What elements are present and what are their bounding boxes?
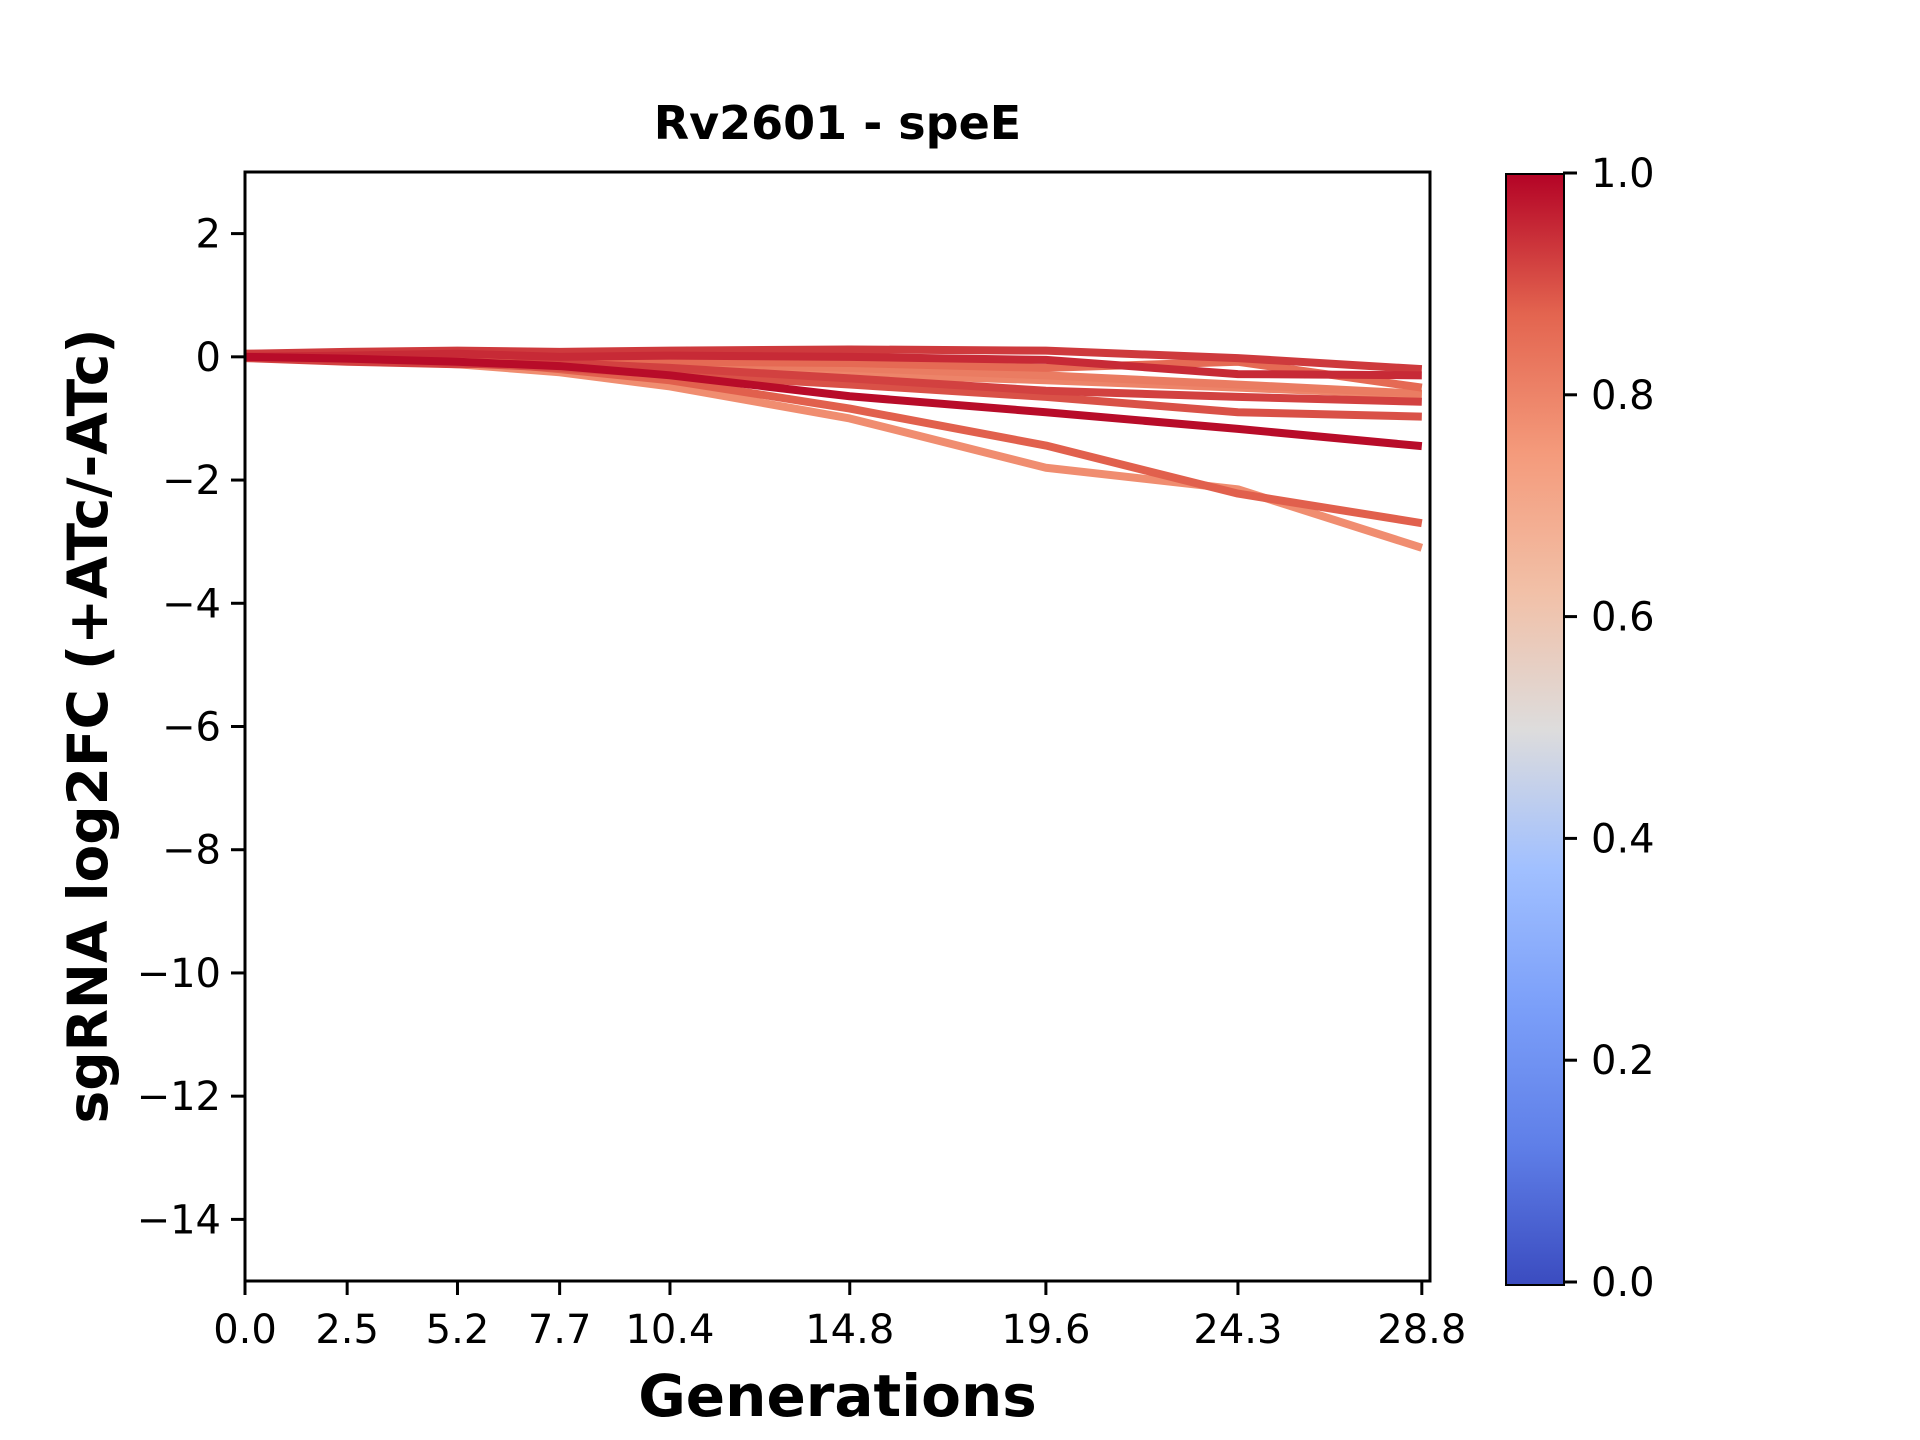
x-tick-label: 7.7 <box>528 1307 592 1353</box>
colorbar-tick-label: 1.0 <box>1591 151 1655 197</box>
x-tick-label: 19.6 <box>1001 1307 1090 1353</box>
x-tick-label: 5.2 <box>426 1307 490 1353</box>
colorbar <box>1505 173 1565 1286</box>
colorbar-tick-label: 0.2 <box>1591 1038 1655 1084</box>
y-tick-label: 2 <box>196 212 221 258</box>
x-tick-label: 0.0 <box>213 1307 277 1353</box>
plot-frame <box>243 170 1432 1283</box>
y-tick-label: −14 <box>137 1197 221 1243</box>
colorbar-tick-label: 0.4 <box>1591 816 1655 862</box>
series-sgRNA-9 <box>244 349 1422 380</box>
y-tick-label: −6 <box>162 705 221 751</box>
colorbar-tick-label: 0.8 <box>1591 373 1655 419</box>
x-tick-label: 14.8 <box>805 1307 894 1353</box>
x-axis-label: Generations <box>638 1362 1037 1430</box>
x-tick-label: 2.5 <box>315 1307 379 1353</box>
y-tick-label: −4 <box>162 581 221 627</box>
colorbar-tick-label: 0.0 <box>1591 1260 1655 1306</box>
y-tick-label: −12 <box>137 1074 221 1120</box>
series-sgRNA-10 <box>244 352 1423 451</box>
y-tick-label: 0 <box>196 335 221 381</box>
x-tick-label: 28.8 <box>1377 1307 1466 1353</box>
x-tick-label: 24.3 <box>1193 1307 1282 1353</box>
x-tick-label: 10.4 <box>625 1307 714 1353</box>
y-tick-label: −2 <box>162 458 221 504</box>
chart-title: Rv2601 - speE <box>653 96 1022 150</box>
y-tick-label: −10 <box>137 951 221 997</box>
colorbar-tick-label: 0.6 <box>1591 595 1655 641</box>
y-tick-label: −8 <box>162 828 221 874</box>
